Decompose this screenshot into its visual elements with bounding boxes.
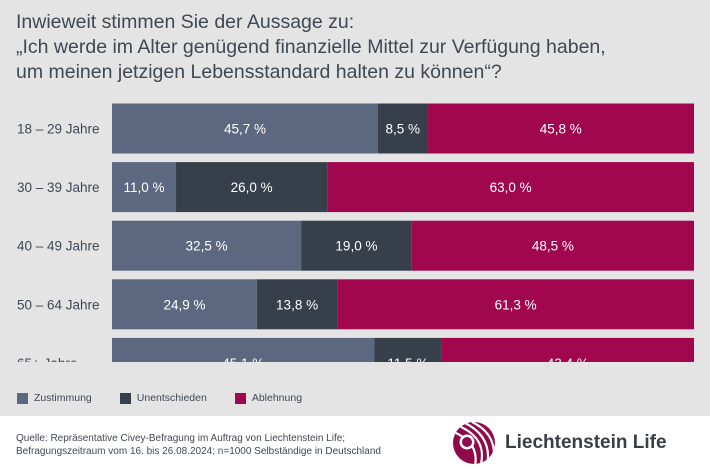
bar-segment-unentschieden (301, 220, 412, 271)
data-label: 45,1 % (222, 356, 264, 362)
data-label: 61,3 % (495, 297, 537, 312)
legend-label-ablehnung: Ablehnung (251, 392, 303, 404)
category-label: 30 – 39 Jahre (17, 180, 100, 195)
source-line-1: Quelle: Repräsentative Civey-Befragung i… (16, 433, 346, 444)
legend-label-zustimmung: Zustimmung (34, 392, 92, 404)
title-line-2: „Ich werde im Alter genügend finanzielle… (16, 36, 606, 58)
bar-segment-ablehnung (427, 103, 694, 154)
bar-segment-ablehnung (337, 279, 694, 330)
legend-swatch-unentschieden (119, 392, 131, 404)
bar-segment-zustimmung (112, 103, 378, 154)
data-label: 45,7 % (224, 122, 266, 137)
data-label: 26,0 % (231, 180, 273, 195)
category-label: 40 – 49 Jahre (17, 239, 100, 254)
bar-segment-ablehnung (327, 162, 694, 213)
legend-item-ablehnung: Ablehnung (234, 392, 303, 404)
data-label: 11,5 % (387, 356, 428, 362)
title-line-1: Inwieweit stimmen Sie der Aussage zu: (16, 11, 355, 33)
bar-segment-zustimmung (112, 337, 375, 362)
chart-title: Inwieweit stimmen Sie der Aussage zu: „I… (16, 10, 696, 85)
data-label: 13,8 % (276, 297, 318, 312)
bar-segment-ablehnung (411, 220, 694, 271)
data-label: 19,0 % (335, 239, 377, 254)
brand-name: Liechtenstein Life (505, 432, 667, 453)
data-label: 43,4 % (547, 356, 589, 362)
bar-segment-zustimmung (112, 279, 257, 330)
bar-segment-unentschieden (176, 162, 328, 213)
legend-item-zustimmung: Zustimmung (17, 392, 92, 404)
liechtenstein-life-logo-icon (453, 422, 495, 464)
brand-logo: Liechtenstein Life (451, 419, 667, 467)
data-label: 11,0 % (123, 180, 164, 195)
category-label: 50 – 64 Jahre (17, 297, 100, 312)
bar-segment-unentschieden (374, 337, 442, 362)
data-label: 63,0 % (490, 180, 532, 195)
chart-panel: Inwieweit stimmen Sie der Aussage zu: „I… (0, 0, 710, 416)
chart-legend: Zustimmung Unentschieden Ablehnung (17, 390, 330, 406)
data-label: 32,5 % (186, 239, 228, 254)
source-note: Quelle: Repräsentative Civey-Befragung i… (16, 433, 381, 458)
category-label: 18 – 29 Jahre (17, 122, 100, 137)
data-label: 48,5 % (532, 239, 574, 254)
bar-segment-zustimmung (112, 162, 177, 213)
legend-swatch-ablehnung (234, 392, 246, 404)
bar-segment-unentschieden (377, 103, 428, 154)
bar-segment-ablehnung (441, 337, 694, 362)
legend-item-unentschieden: Unentschieden (119, 392, 207, 404)
bar-segment-unentschieden (256, 279, 338, 330)
title-line-3: um meinen jetzigen Lebensstandard halten… (16, 61, 502, 83)
stacked-bar-chart: 18 – 29 Jahre 45,7 % 8,5 % 45,8 % 30 – 39 Ja… (17, 103, 694, 362)
data-label: 24,9 % (163, 297, 205, 312)
data-label: 45,8 % (540, 122, 582, 137)
category-label: 65+ Jahre (17, 356, 77, 362)
legend-label-unentschieden: Unentschieden (136, 392, 207, 404)
legend-swatch-zustimmung (17, 392, 28, 404)
source-line-2: Befragungszeitraum vom 16. bis 26.08.202… (16, 445, 381, 457)
data-label: 8,5 % (385, 122, 420, 137)
bar-segment-zustimmung (112, 220, 302, 271)
